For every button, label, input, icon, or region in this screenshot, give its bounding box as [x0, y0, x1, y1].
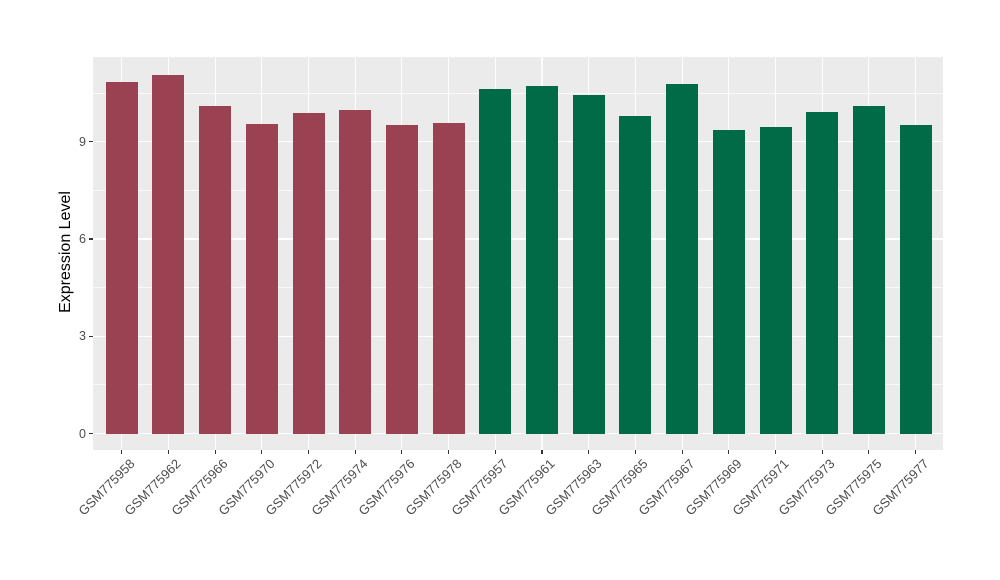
- x-tick-mark: [307, 450, 310, 454]
- major-gridline: [93, 238, 943, 240]
- y-axis-title: Expression Level: [57, 191, 74, 313]
- bar: [385, 124, 418, 434]
- bar: [152, 74, 185, 434]
- bar: [852, 106, 885, 434]
- minor-gridline: [93, 189, 943, 191]
- bar: [526, 85, 558, 434]
- y-tick-mark: [88, 238, 93, 240]
- bar: [339, 109, 372, 434]
- y-tick-label: 6: [79, 231, 86, 246]
- x-tick-mark: [588, 450, 590, 454]
- bar: [245, 123, 278, 434]
- bar: [666, 83, 699, 434]
- major-gridline: [93, 141, 943, 143]
- y-tick-label: 9: [79, 134, 86, 149]
- x-tick-mark: [868, 450, 870, 454]
- x-tick-mark: [728, 450, 730, 454]
- major-gridline: [93, 432, 943, 435]
- bar: [806, 111, 839, 434]
- x-tick-mark: [821, 450, 823, 454]
- x-tick-mark: [121, 450, 123, 454]
- bar: [479, 89, 512, 434]
- y-tick-label: 0: [79, 426, 86, 441]
- bar: [432, 123, 465, 434]
- minor-gridline: [93, 287, 943, 289]
- x-tick-mark: [167, 450, 169, 454]
- x-tick-mark: [261, 450, 263, 454]
- y-tick-mark: [88, 141, 93, 143]
- y-tick-mark: [88, 335, 93, 337]
- major-gridline: [93, 335, 943, 337]
- x-tick-mark: [915, 450, 917, 454]
- x-tick-mark: [634, 450, 636, 454]
- y-tick-mark: [88, 432, 93, 435]
- minor-gridline: [93, 92, 943, 94]
- bar: [105, 81, 138, 434]
- x-tick-mark: [681, 450, 683, 454]
- bar: [759, 127, 792, 434]
- plot-panel: [93, 57, 943, 450]
- x-tick-mark: [541, 450, 543, 454]
- bar: [619, 116, 652, 434]
- x-tick-mark: [494, 450, 496, 454]
- y-tick-label: 3: [79, 329, 86, 344]
- bar: [199, 106, 232, 434]
- x-tick-mark: [774, 450, 777, 454]
- bar: [712, 130, 745, 434]
- x-tick-mark: [214, 450, 216, 454]
- x-tick-mark: [354, 450, 356, 454]
- x-tick-mark: [448, 450, 450, 454]
- bar: [292, 112, 325, 434]
- minor-gridline: [93, 384, 943, 386]
- bar: [572, 94, 605, 434]
- bar: [899, 124, 932, 434]
- x-tick-mark: [401, 450, 403, 454]
